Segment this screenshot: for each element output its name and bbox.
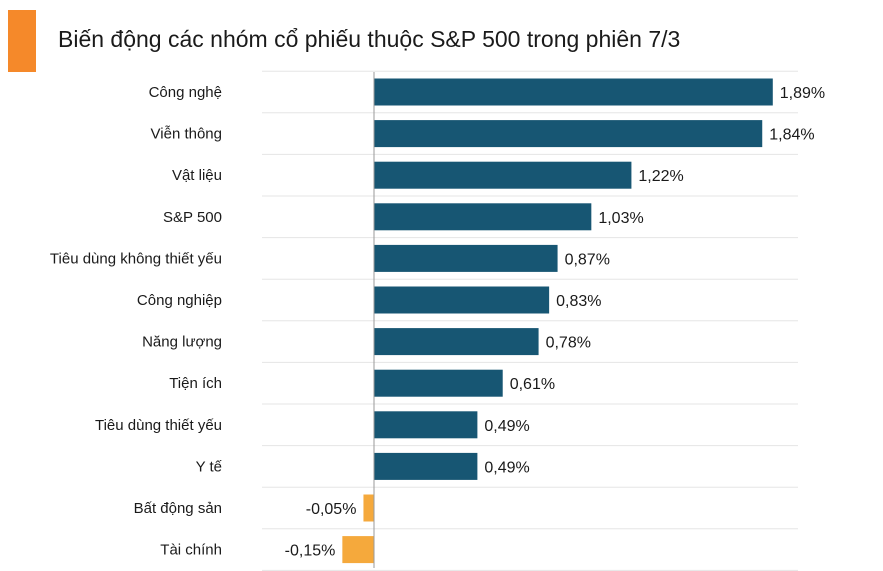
data-label: 1,22%	[638, 168, 683, 185]
data-label: 1,89%	[780, 85, 825, 102]
bar	[374, 120, 763, 148]
chart-title: Biến động các nhóm cổ phiếu thuộc S&P 50…	[58, 26, 681, 52]
bar	[374, 411, 478, 439]
bar	[374, 286, 550, 314]
title-accent-bar	[8, 10, 36, 72]
category-label: S&P 500	[163, 209, 222, 226]
bar	[374, 328, 539, 356]
category-label: Tiêu dùng thiết yếu	[95, 417, 222, 434]
bar	[374, 78, 773, 106]
category-label: Viễn thông	[151, 126, 222, 143]
data-label: 1,03%	[598, 210, 643, 227]
category-label: Công nghiệp	[137, 292, 222, 309]
bar	[374, 244, 558, 272]
category-label: Tiện ích	[169, 375, 222, 392]
bar	[342, 536, 374, 564]
data-label: -0,15%	[285, 543, 336, 560]
data-label: 0,83%	[556, 293, 601, 310]
data-label: -0,05%	[306, 501, 357, 518]
data-label: 1,84%	[769, 127, 814, 144]
category-label: Năng lượng	[142, 334, 222, 351]
bar	[374, 452, 478, 480]
bar	[363, 494, 374, 522]
grid-lines	[262, 70, 798, 571]
category-label: Tài chính	[160, 542, 222, 559]
data-label: 0,78%	[546, 335, 591, 352]
data-label: 0,61%	[510, 376, 555, 393]
bar	[374, 161, 632, 189]
bar	[374, 369, 503, 397]
category-label: Tiêu dùng không thiết yếu	[50, 250, 222, 267]
data-label: 0,49%	[484, 459, 529, 476]
bar	[374, 203, 592, 231]
category-label: Công nghệ	[149, 84, 222, 101]
category-label: Bất động sản	[134, 500, 222, 517]
data-label: 0,49%	[484, 418, 529, 435]
bars	[342, 78, 773, 564]
data-label: 0,87%	[565, 251, 610, 268]
category-label: Vật liệu	[172, 167, 222, 184]
labels: Công nghệ 1,89% Viễn thông 1,84% Vật liệu 1,2…	[50, 84, 825, 560]
category-label: Y tế	[196, 458, 223, 475]
